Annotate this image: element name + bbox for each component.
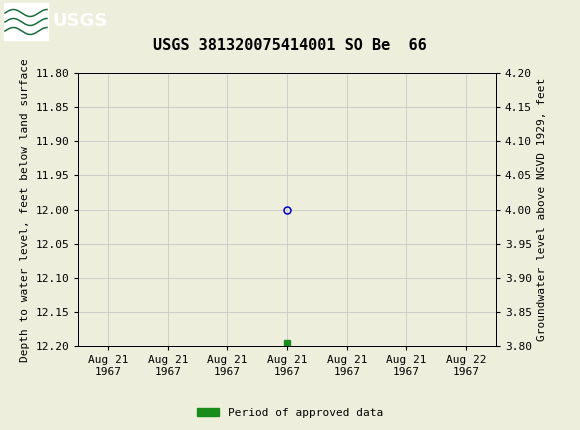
Y-axis label: Groundwater level above NGVD 1929, feet: Groundwater level above NGVD 1929, feet: [538, 78, 548, 341]
Text: USGS: USGS: [52, 12, 107, 31]
Text: USGS 381320075414001 SO Be  66: USGS 381320075414001 SO Be 66: [153, 38, 427, 52]
Bar: [4, 3, 48, 40]
Y-axis label: Depth to water level, feet below land surface: Depth to water level, feet below land su…: [20, 58, 30, 362]
Legend: Period of approved data: Period of approved data: [193, 403, 387, 422]
